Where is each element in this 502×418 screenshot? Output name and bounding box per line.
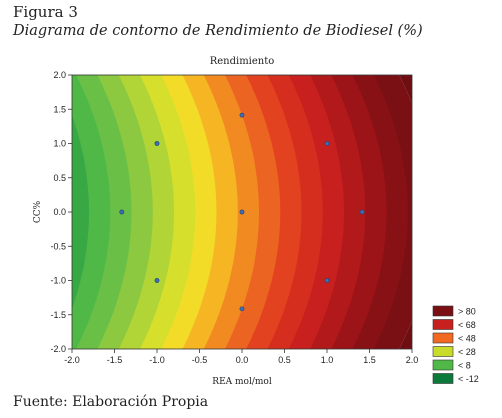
legend-swatch (432, 305, 454, 317)
y-tick-label: 2.0 (53, 70, 66, 80)
y-tick-label: 1.5 (53, 104, 66, 114)
design-point (239, 112, 245, 118)
design-point (239, 306, 245, 312)
x-tick-label: 1.0 (321, 355, 334, 365)
axis-ticks: -2.0 -1.5 -1.0 -0.5 0.0 0.5 1.0 1.5 2.0 2.0 1.5 1.0… (50, 70, 418, 365)
figure-source: Fuente: Elaboración Propia (13, 394, 209, 410)
legend-swatch (432, 373, 454, 384)
y-tick-label: 0.5 (53, 173, 66, 183)
design-points (119, 112, 365, 312)
y-tick-label: -2.0 (50, 344, 66, 354)
legend: > 80 < 68 < 48 < 28 < 8 < -12 (432, 305, 479, 384)
x-tick-label: -1.0 (149, 355, 165, 365)
figure-caption: Diagrama de contorno de Rendimiento de B… (13, 23, 423, 39)
y-tick-label: -1.0 (50, 276, 66, 286)
legend-label: > 80 (458, 307, 476, 317)
x-tick-label: 0.5 (278, 355, 291, 365)
design-point (119, 209, 125, 215)
legend-swatch (432, 359, 454, 371)
design-point (324, 141, 330, 146)
x-tick-label: -0.5 (192, 355, 208, 365)
design-point (154, 278, 160, 283)
x-tick-label: 0.0 (236, 355, 249, 365)
chart-title: Rendimiento (210, 56, 275, 67)
legend-label: < 48 (458, 334, 476, 344)
legend-swatch (432, 319, 454, 330)
y-tick-label: 0.0 (53, 207, 66, 217)
design-point (154, 141, 160, 146)
y-axis-label: CC% (33, 200, 43, 223)
x-tick-label: 1.5 (363, 355, 376, 365)
y-tick-label: -1.5 (50, 310, 66, 320)
x-tick-label: -1.5 (107, 355, 123, 365)
x-axis-label: REA mol/mol (212, 377, 272, 387)
x-tick-label: 2.0 (406, 355, 419, 365)
legend-label: < 68 (458, 320, 476, 330)
design-point (359, 209, 365, 215)
y-tick-label: 1.0 (53, 139, 66, 149)
design-point (239, 209, 245, 215)
x-tick-label: -2.0 (64, 355, 80, 365)
contour-band-4 (72, 75, 111, 349)
legend-label: < 8 (458, 361, 471, 371)
contour-band-0 (0, 55, 21, 369)
legend-label: < 28 (458, 347, 476, 357)
figure-label: Figura 3 (13, 3, 78, 21)
y-tick-label: -0.5 (50, 241, 66, 251)
legend-swatch (432, 346, 454, 357)
contour-band-3 (72, 115, 89, 309)
design-point (324, 278, 330, 283)
legend-swatch (432, 332, 454, 344)
legend-label: < -12 (458, 374, 479, 384)
